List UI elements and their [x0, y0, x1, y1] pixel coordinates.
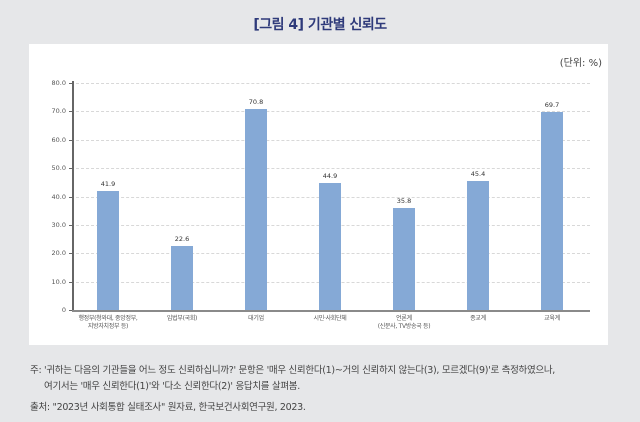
x-category-label: 종교계	[470, 315, 486, 322]
bar	[171, 245, 193, 310]
x-category-label: 교육계	[544, 315, 560, 322]
gridline	[76, 139, 590, 141]
y-tick-mark	[69, 83, 72, 84]
y-tick-mark	[69, 139, 72, 141]
data-label: 22.6	[174, 234, 190, 243]
unit-label: (단위: %)	[559, 58, 602, 69]
bar	[245, 109, 267, 310]
y-axis	[72, 81, 74, 311]
y-tick-mark	[69, 253, 72, 255]
x-category-label: 언론계 (신문사, TV방송국 등)	[377, 315, 431, 330]
y-tick-label: 40.0	[51, 192, 66, 201]
y-tick-mark	[69, 224, 72, 226]
y-tick-label: 10.0	[51, 277, 66, 286]
x-category-label: 입법부(국회)	[166, 315, 198, 322]
x-category-label: 시민·사회단체	[313, 315, 347, 322]
bar	[467, 181, 489, 310]
bar	[393, 208, 415, 310]
y-tick-mark	[69, 281, 72, 283]
data-label: 45.4	[470, 170, 486, 179]
bar	[97, 191, 119, 310]
x-category-label: 대기업	[248, 315, 264, 322]
chart-panel	[29, 44, 608, 345]
gridline	[76, 168, 590, 170]
data-label: 41.9	[100, 180, 116, 189]
footnote-line-1: 주: '귀하는 다음의 기관들을 어느 정도 신뢰하십니까?' 문항은 '매우 …	[30, 365, 556, 376]
footnote-line-2: 여기서는 '매우 신뢰한다(1)'와 '다소 신뢰한다(2)' 응답치를 살펴봄…	[44, 381, 300, 392]
y-tick-label: 70.0	[51, 107, 66, 116]
data-label: 35.8	[396, 197, 412, 206]
y-tick-mark	[69, 196, 72, 198]
x-category-label: 행정부(청와대, 중앙정부, 지방자치정부 등)	[78, 315, 138, 330]
bar	[319, 182, 341, 310]
y-tick-mark	[69, 310, 72, 311]
data-label: 44.9	[322, 171, 338, 180]
source-note: 출처: "2023년 사회통합 실태조사" 원자료, 한국보건사회연구원, 20…	[30, 402, 306, 413]
gridline	[76, 111, 590, 113]
y-tick-label: 80.0	[51, 79, 66, 87]
x-axis	[72, 310, 590, 312]
y-tick-mark	[69, 168, 72, 170]
y-tick-label: 50.0	[51, 164, 66, 173]
gridline	[76, 83, 590, 84]
y-tick-label: 20.0	[51, 249, 66, 258]
data-label: 70.8	[248, 98, 264, 107]
y-tick-label: 30.0	[51, 220, 66, 229]
y-tick-label: 0	[61, 306, 66, 314]
bar	[541, 112, 563, 310]
data-label: 69.7	[544, 101, 560, 110]
figure-title: [그림 4] 기관별 신뢰도	[253, 17, 387, 33]
y-tick-label: 60.0	[51, 135, 66, 144]
y-tick-mark	[69, 111, 72, 113]
